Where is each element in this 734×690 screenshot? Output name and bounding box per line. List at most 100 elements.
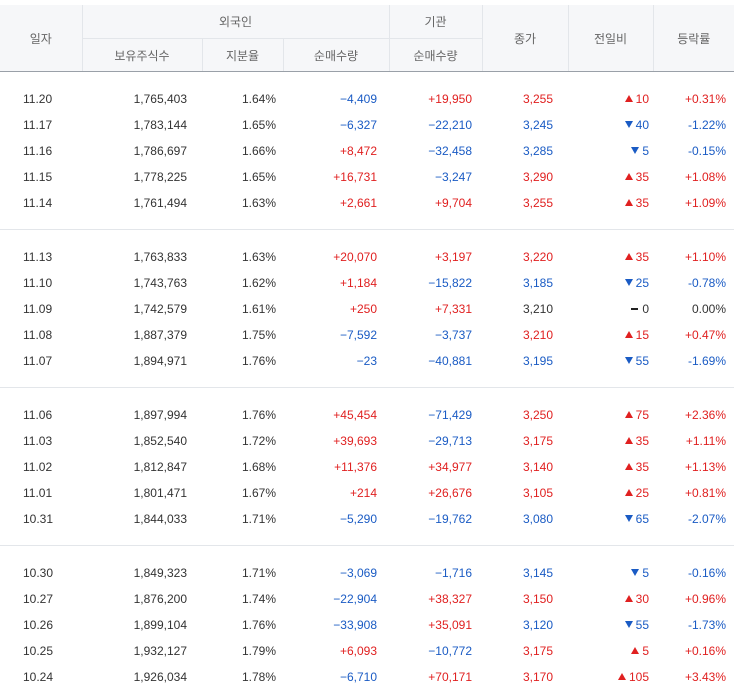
close-price-cell: 3,290 [482, 164, 568, 190]
rate-cell: +0.31% [653, 86, 734, 112]
date-cell: 11.10 [0, 270, 82, 296]
rate-cell: -0.78% [653, 270, 734, 296]
close-price-cell: 3,210 [482, 296, 568, 322]
holdings-cell: 1,887,379 [82, 322, 202, 348]
header-close: 종가 [482, 5, 568, 72]
change-cell: 35 [568, 454, 653, 480]
change-value: 25 [636, 486, 649, 500]
foreign-net-cell: −23 [283, 348, 389, 374]
inst-net-cell: −1,716 [389, 560, 482, 586]
change-value: 65 [636, 512, 649, 526]
ratio-cell: 1.68% [202, 454, 283, 480]
rate-cell: +1.08% [653, 164, 734, 190]
ratio-cell: 1.62% [202, 270, 283, 296]
inst-net-cell: −40,881 [389, 348, 482, 374]
rate-cell: +0.96% [653, 586, 734, 612]
change-cell: 35 [568, 244, 653, 270]
ratio-cell: 1.72% [202, 428, 283, 454]
group-divider [0, 216, 734, 230]
holdings-cell: 1,897,994 [82, 402, 202, 428]
change-cell: 30 [568, 586, 653, 612]
table-header: 일자 외국인 기관 종가 전일비 등락률 보유주식수 지분율 순매수량 순매수량 [0, 5, 734, 72]
triangle-up-icon [625, 331, 633, 338]
holdings-cell: 1,926,034 [82, 664, 202, 690]
triangle-up-icon [625, 95, 633, 102]
ratio-cell: 1.76% [202, 348, 283, 374]
rate-cell: +1.10% [653, 244, 734, 270]
date-cell: 11.15 [0, 164, 82, 190]
close-price-cell: 3,170 [482, 664, 568, 690]
holdings-cell: 1,742,579 [82, 296, 202, 322]
triangle-up-icon [625, 199, 633, 206]
investor-trading-table-container: 일자 외국인 기관 종가 전일비 등락률 보유주식수 지분율 순매수량 순매수량… [0, 0, 734, 671]
inst-net-cell: −10,772 [389, 638, 482, 664]
change-cell: 0 [568, 296, 653, 322]
close-price-cell: 3,175 [482, 638, 568, 664]
change-value: 10 [636, 92, 649, 106]
rate-cell: -1.69% [653, 348, 734, 374]
change-value: 35 [636, 460, 649, 474]
rate-cell: +0.81% [653, 480, 734, 506]
date-cell: 11.07 [0, 348, 82, 374]
date-cell: 11.08 [0, 322, 82, 348]
ratio-cell: 1.66% [202, 138, 283, 164]
date-cell: 11.16 [0, 138, 82, 164]
inst-net-cell: +9,704 [389, 190, 482, 216]
change-cell: 105 [568, 664, 653, 690]
date-cell: 10.26 [0, 612, 82, 638]
holdings-cell: 1,763,833 [82, 244, 202, 270]
ratio-cell: 1.78% [202, 664, 283, 690]
change-cell: 15 [568, 322, 653, 348]
change-cell: 5 [568, 560, 653, 586]
triangle-down-icon [625, 515, 633, 522]
foreign-net-cell: −6,327 [283, 112, 389, 138]
triangle-up-icon [625, 463, 633, 470]
group-divider [0, 374, 734, 388]
investor-trading-table: 일자 외국인 기관 종가 전일비 등락률 보유주식수 지분율 순매수량 순매수량… [0, 5, 734, 690]
date-cell: 10.27 [0, 586, 82, 612]
rate-cell: +3.43% [653, 664, 734, 690]
header-holdings: 보유주식수 [82, 39, 202, 72]
header-date: 일자 [0, 5, 82, 72]
inst-net-cell: −29,713 [389, 428, 482, 454]
holdings-cell: 1,783,144 [82, 112, 202, 138]
date-cell: 10.30 [0, 560, 82, 586]
change-cell: 55 [568, 348, 653, 374]
inst-net-cell: +7,331 [389, 296, 482, 322]
rate-cell: -1.22% [653, 112, 734, 138]
change-cell: 5 [568, 638, 653, 664]
holdings-cell: 1,765,403 [82, 86, 202, 112]
ratio-cell: 1.71% [202, 506, 283, 532]
header-change: 전일비 [568, 5, 653, 72]
change-value: 75 [636, 408, 649, 422]
triangle-up-icon [625, 411, 633, 418]
close-price-cell: 3,185 [482, 270, 568, 296]
ratio-cell: 1.64% [202, 86, 283, 112]
change-value: 55 [636, 354, 649, 368]
change-cell: 75 [568, 402, 653, 428]
triangle-down-icon [625, 279, 633, 286]
rate-cell: -0.16% [653, 560, 734, 586]
change-value: 15 [636, 328, 649, 342]
header-foreign-net: 순매수량 [283, 39, 389, 72]
change-value: 35 [636, 170, 649, 184]
ratio-cell: 1.74% [202, 586, 283, 612]
change-value: 35 [636, 196, 649, 210]
close-price-cell: 3,250 [482, 402, 568, 428]
inst-net-cell: −22,210 [389, 112, 482, 138]
ratio-cell: 1.65% [202, 112, 283, 138]
close-price-cell: 3,195 [482, 348, 568, 374]
group-spacer [0, 546, 734, 561]
holdings-cell: 1,778,225 [82, 164, 202, 190]
header-inst-net: 순매수량 [389, 39, 482, 72]
holdings-cell: 1,786,697 [82, 138, 202, 164]
